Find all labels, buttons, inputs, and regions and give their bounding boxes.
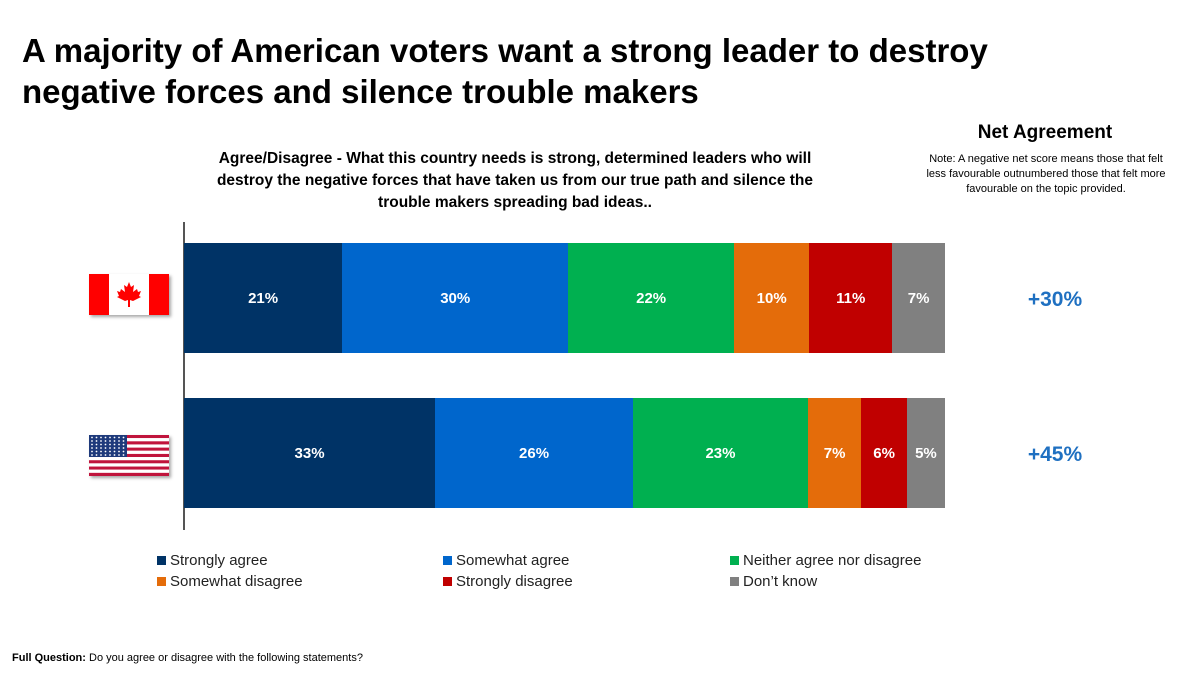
data-label: 30% [440,289,471,307]
data-label: 33% [294,444,325,462]
data-label: 7% [907,289,930,307]
chart-subtitle: Agree/Disagree - What this country needs… [216,150,814,211]
legend-label: Strongly agree [170,552,268,569]
data-label: 21% [248,289,279,307]
legend-swatch [157,577,166,586]
legend-item: Strongly agree [157,552,443,569]
bar-segment: 22% [568,243,734,353]
data-label: 5% [915,444,937,462]
net-agreement-title: Net Agreement [977,122,1113,143]
page-title: A majority of American voters want a str… [22,32,988,110]
footer: Full Question: Do you agree or disagree … [12,652,363,664]
legend-item: Somewhat disagree [157,573,443,590]
legend-item: Don’t know [730,573,1017,590]
bar-segment: 7% [808,398,862,508]
legend-swatch [443,556,452,565]
bar-segment: 11% [809,243,893,353]
net-agreement-value: +45% [1027,443,1083,466]
legend-label: Don’t know [743,573,818,590]
data-label: 22% [636,289,667,307]
legend-item: Strongly disagree [443,573,730,590]
legend-label: Strongly disagree [456,573,573,590]
bar-segment: 21% [184,243,343,353]
category-axis [183,222,185,530]
data-label: 23% [705,444,736,462]
data-label: 7% [823,444,846,462]
bar-row-canada: 21% 30% 22% 10% 11% 7% [184,243,945,353]
legend-swatch [730,577,739,586]
legend: Strongly agree Somewhat agree Neither agre… [157,552,1017,590]
bar-segment: 30% [342,243,569,353]
legend-item: Somewhat agree [443,552,730,569]
net-agreement-note: Note: A negative net score means those t… [926,153,1166,195]
legend-item: Neither agree nor disagree [730,552,1017,569]
data-label: 6% [873,444,895,462]
data-label: 26% [519,444,550,462]
legend-label: Neither agree nor disagree [743,552,922,569]
footer-label: Full Question: [12,652,86,664]
bar-segment: 26% [435,398,633,508]
bar-row-united-states: 33% 26% 23% 7% 6% 5% [184,398,945,508]
data-label: 10% [756,289,787,307]
bar-segment: 6% [861,398,907,508]
bar-segment: 23% [632,398,808,508]
net-agreement-value: +30% [1027,288,1083,311]
bar-segment: 7% [892,243,945,353]
legend-swatch [157,556,166,565]
bar-segment: 5% [906,398,945,508]
footer-text: Do you agree or disagree with the follow… [85,652,363,664]
legend-swatch [443,577,452,586]
legend-label: Somewhat agree [456,552,570,569]
bar-segment: 10% [734,243,810,353]
bar-segment: 33% [184,398,436,508]
canada-flag-icon [89,274,169,315]
us-flag-icon [89,435,169,476]
legend-swatch [730,556,739,565]
data-label: 11% [836,289,866,307]
legend-label: Somewhat disagree [170,573,303,590]
